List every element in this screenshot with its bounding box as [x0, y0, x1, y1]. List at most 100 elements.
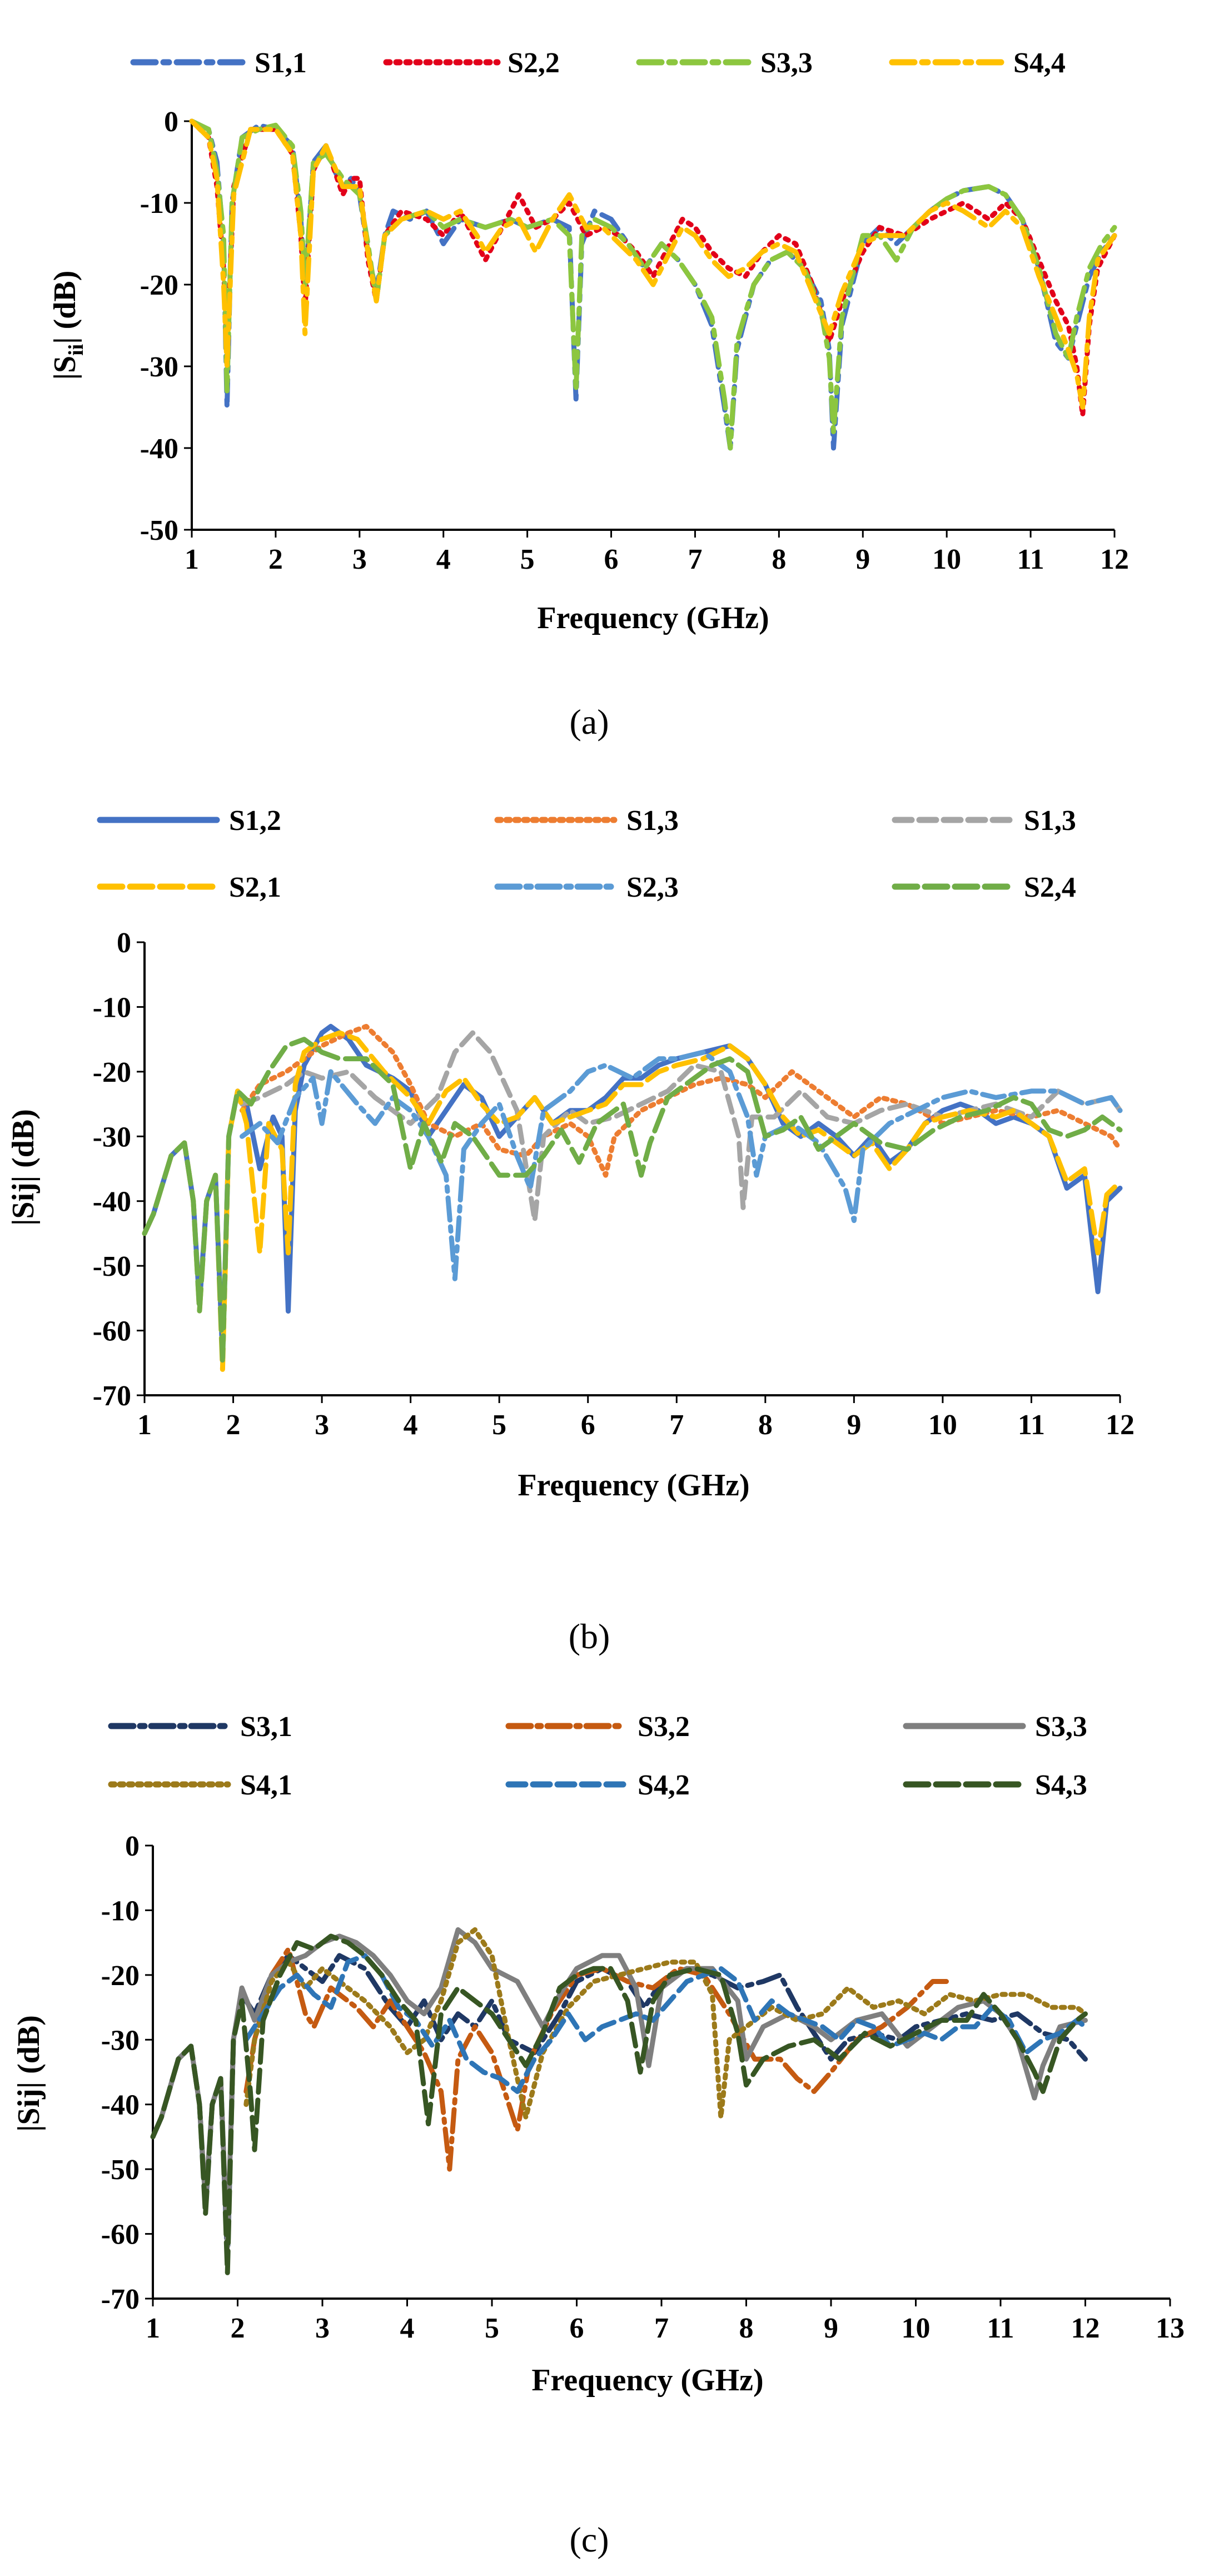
- panel-b-x-tick-label: 6: [581, 1409, 595, 1441]
- panel-b-legend: S1,2 S1,3 S1,3 S2,1 S2,3 S2,4: [97, 805, 1076, 903]
- panel-b-y-tick-label: -70: [93, 1380, 131, 1412]
- panel-b-y-ticks: 0 -10 -20 -30 -40 -50 -60 -70: [93, 927, 145, 1412]
- panel-c-x-axis-title: Frequency (GHz): [531, 2363, 763, 2398]
- panel-a-y-tick-label: 0: [164, 106, 178, 138]
- panel-a-x-tick-label: 4: [436, 544, 451, 575]
- panel-b-x-tick-label: 7: [669, 1409, 684, 1441]
- panel-a-x-tick-label: 6: [604, 544, 619, 575]
- panel-c-y-tick-label: -30: [101, 2025, 140, 2056]
- panel-c-x-tick-label: 13: [1156, 2313, 1185, 2344]
- panel-c-legend-label-1: S3,1: [240, 1711, 292, 1743]
- panel-c-y-tick-label: -70: [101, 2284, 140, 2315]
- panel-a-x-tick-label: 10: [932, 544, 961, 575]
- panel-a-y-axis-title: |Sii| (dB): [48, 271, 88, 380]
- panel-a-legend-label-1: S1,1: [255, 47, 307, 79]
- panel-a-y-tick-label: -40: [140, 433, 178, 465]
- panel-b-axes: [143, 942, 1120, 1396]
- panel-b-x-tick-label: 2: [226, 1409, 241, 1441]
- panel-a-y-tick-label: -50: [140, 515, 178, 546]
- panel-c-x-tick-label: 4: [400, 2313, 415, 2344]
- panel-c-x-tick-label: 12: [1071, 2313, 1100, 2344]
- panel-b-x-axis-title: Frequency (GHz): [518, 1468, 749, 1503]
- panel-a-series-line-4: [189, 118, 1117, 410]
- panel-c-x-tick-label: 11: [987, 2313, 1014, 2344]
- panel-a-y-title-main: |S: [48, 356, 82, 380]
- panel-b: S1,2 S1,3 S1,3 S2,1 S2,3 S2,4 0 -10 -20 -30 -40 -5…: [6, 805, 1135, 1656]
- panel-b-y-tick-label: -50: [93, 1251, 131, 1282]
- panel-c-y-tick-label: -20: [101, 1960, 140, 1992]
- panel-a-legend-label-4: S4,4: [1013, 47, 1066, 79]
- panel-b-legend-label-4: S2,1: [229, 872, 281, 903]
- panel-b-y-tick-label: -10: [93, 992, 131, 1023]
- panel-c-y-tick-label: -60: [101, 2219, 140, 2251]
- panel-b-series-line-5: [240, 1050, 1123, 1281]
- panel-b-x-tick-label: 12: [1106, 1409, 1135, 1441]
- panel-a-y-title-sub: ii: [64, 344, 88, 356]
- panel-a-legend: S1,1 S2,2 S3,3 S4,4: [130, 47, 1066, 79]
- panel-a-x-tick-label: 7: [688, 544, 702, 575]
- panel-b-legend-label-3: S1,3: [1024, 805, 1076, 837]
- panel-a-y-tick-label: -20: [140, 270, 178, 301]
- panel-a-legend-label-2: S2,2: [508, 47, 560, 79]
- panel-c-x-tick-label: 2: [231, 2313, 245, 2344]
- panel-a-x-ticks: 1 2 3 4 5 6 7 8 9 10 11 12: [185, 530, 1129, 575]
- panel-c-y-tick-label: -10: [101, 1895, 140, 1927]
- panel-c-y-tick-label: 0: [125, 1831, 140, 1862]
- panel-a-y-ticks: 0 -10 -20 -30 -40 -50: [140, 106, 192, 546]
- panel-b-y-tick-label: -40: [93, 1186, 131, 1218]
- panel-c-legend-label-3: S3,3: [1035, 1711, 1087, 1743]
- panel-b-legend-label-5: S2,3: [626, 872, 679, 903]
- panel-b-series-line-3: [240, 1030, 1123, 1224]
- panel-b-x-tick-label: 3: [315, 1409, 329, 1441]
- panel-c-x-tick-label: 10: [902, 2313, 931, 2344]
- panel-c-y-ticks: 0 -10 -20 -30 -40 -50 -60 -70: [101, 1831, 153, 2315]
- panel-c-x-tick-label: 5: [485, 2313, 499, 2344]
- panel-c-x-tick-label: 8: [739, 2313, 754, 2344]
- panel-a-series: [189, 118, 1117, 451]
- panel-c-legend-label-4: S4,1: [240, 1769, 292, 1801]
- panel-c-x-tick-label: 3: [315, 2313, 330, 2344]
- panel-c-x-tick-label: 1: [146, 2313, 160, 2344]
- panel-b-series-line-4: [142, 1030, 1123, 1372]
- panel-a-x-tick-label: 11: [1017, 544, 1044, 575]
- panel-c-series-line-4: [243, 1927, 1088, 2120]
- panel-b-y-tick-label: -30: [93, 1121, 131, 1153]
- panel-b-x-tick-label: 8: [758, 1409, 773, 1441]
- panel-c-x-tick-label: 7: [654, 2313, 669, 2344]
- panel-b-y-tick-label: -20: [93, 1057, 131, 1088]
- panel-b-y-tick-label: 0: [117, 927, 131, 959]
- panel-a-x-tick-label: 2: [268, 544, 283, 575]
- panel-a-y-tick-label: -30: [140, 351, 178, 383]
- panel-c-legend-label-2: S3,2: [638, 1711, 690, 1743]
- panel-c-x-tick-label: 9: [824, 2313, 838, 2344]
- panel-b-x-ticks: 1 2 3 4 5 6 7 8 9 10 11 12: [137, 1395, 1135, 1441]
- panel-a-x-tick-label: 3: [352, 544, 367, 575]
- panel-a-x-tick-label: 1: [185, 544, 199, 575]
- panel-c-caption: (c): [569, 2520, 609, 2559]
- panel-b-x-tick-label: 10: [928, 1409, 957, 1441]
- panel-a-axes: [191, 121, 1115, 531]
- panel-a-x-tick-label: 12: [1100, 544, 1129, 575]
- panel-c-legend-label-6: S4,3: [1035, 1769, 1087, 1801]
- panel-b-x-tick-label: 11: [1018, 1409, 1045, 1441]
- panel-b-legend-label-6: S2,4: [1024, 872, 1076, 903]
- panel-b-series-line-6: [142, 1037, 1123, 1366]
- panel-c: S3,1 S3,2 S3,3 S4,1 S4,2 S4,3 0 -10 -20 -30 -40 -5…: [12, 1711, 1185, 2559]
- panel-b-x-tick-label: 9: [847, 1409, 861, 1441]
- panel-a-x-axis-title: Frequency (GHz): [537, 601, 769, 635]
- panel-b-series: [142, 1023, 1123, 1372]
- panel-c-y-axis-title: |Sij| (dB): [12, 2015, 46, 2132]
- panel-a-legend-label-3: S3,3: [760, 47, 813, 79]
- panel-a-x-tick-label: 9: [855, 544, 870, 575]
- panel-b-y-tick-label: -60: [93, 1316, 131, 1347]
- panel-b-x-tick-label: 1: [137, 1409, 152, 1441]
- panel-b-legend-label-1: S1,2: [229, 805, 281, 837]
- panel-a-x-tick-label: 8: [772, 544, 786, 575]
- panel-a-caption: (a): [569, 702, 609, 742]
- panel-a-y-title-end: | (dB): [48, 271, 82, 344]
- panel-c-y-tick-label: -40: [101, 2090, 140, 2121]
- panel-b-caption: (b): [569, 1617, 610, 1656]
- panel-b-x-tick-label: 5: [492, 1409, 506, 1441]
